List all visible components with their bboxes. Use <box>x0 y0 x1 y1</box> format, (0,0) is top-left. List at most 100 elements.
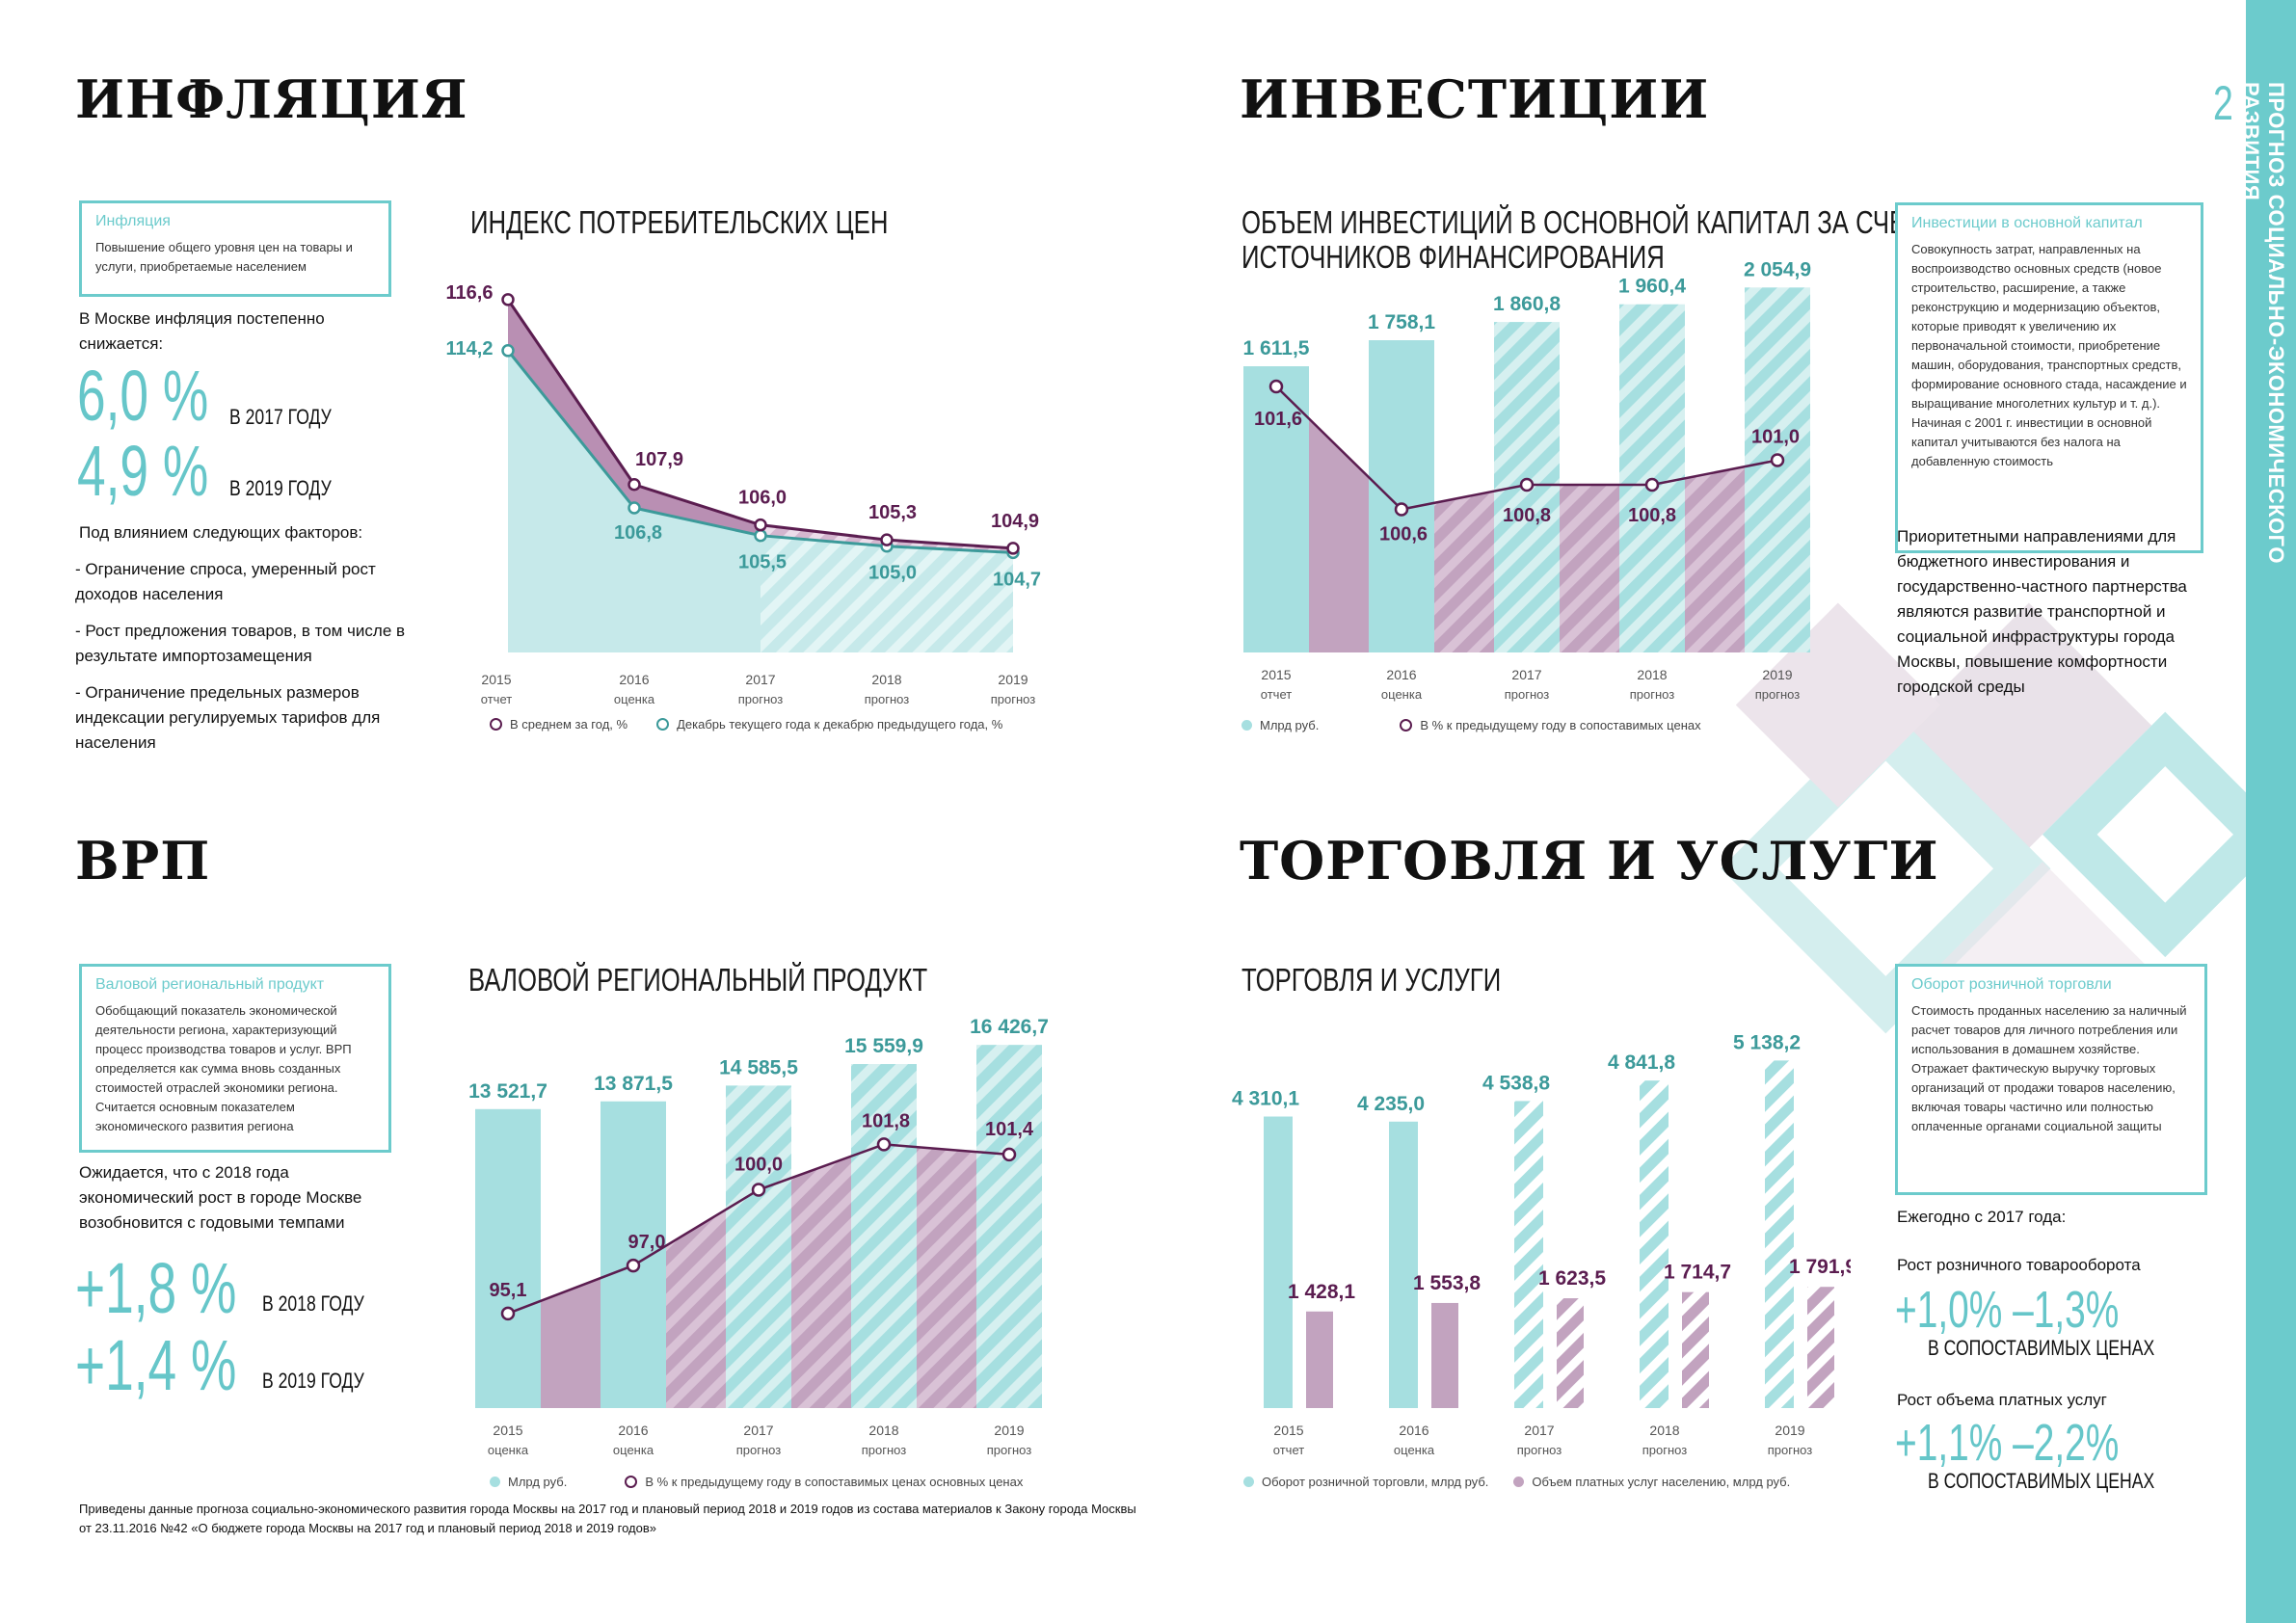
grp-line-label-2019: 101,4 <box>985 1119 1034 1140</box>
inflation-caption-2017: В 2017 ГОДУ <box>229 405 332 429</box>
trade-retail-value: +1,0% –1,3% <box>1895 1281 2120 1339</box>
inflation-value-2017: 6,0 % <box>77 356 209 436</box>
trade-tick-2016: 2016 <box>1399 1423 1428 1438</box>
trade-tick-2017: 2017 <box>1524 1423 1554 1438</box>
grp-tick-2018: 2018 <box>868 1423 898 1438</box>
invest-gap-fill-2 <box>1560 485 1619 652</box>
grp-definition-title: Валовой региональный продукт <box>95 976 325 993</box>
grp-line-label-2017: 100,0 <box>734 1155 783 1176</box>
cpi-tick-2017: 2017 <box>745 672 775 687</box>
grp-value-2019: +1,4 % <box>75 1325 237 1405</box>
trade-definition-title: Оборот розничной торговли <box>1911 976 2112 993</box>
trade-bar-services-2018 <box>1682 1291 1709 1408</box>
cpi-legend-marker-avg <box>490 718 502 731</box>
cpi-sublabel-2019: прогноз <box>991 692 1036 706</box>
cpi-chart-title: ИНДЕКС ПОТРЕБИТЕЛЬСКИХ ЦЕН <box>470 204 889 240</box>
grp-gap-fill-2 <box>791 1156 851 1408</box>
cpi-legend-label-avg: В среднем за год, % <box>510 717 628 732</box>
invest-legend-label-bars: Млрд руб. <box>1260 718 1320 732</box>
grp-tick-2017: 2017 <box>743 1423 773 1438</box>
investments-definition-title: Инвестиции в основной капитал <box>1911 215 2143 231</box>
cpi-point-avg-2019 <box>1006 542 1020 555</box>
cpi-label-dec-2016: 106,8 <box>614 522 662 544</box>
trade-retail-caption: В СОПОСТАВИМЫХ ЦЕНАХ <box>1928 1336 2155 1360</box>
cpi-point-avg-2015 <box>501 293 515 306</box>
invest-line-label-2016: 100,6 <box>1379 524 1428 545</box>
grp-point-2018 <box>876 1137 892 1152</box>
grp-legend-label-line: В % к предыдущему году в сопоставимых це… <box>645 1475 1024 1489</box>
invest-sublabel-2016: оценка <box>1381 687 1423 702</box>
grp-sublabel-2016: оценка <box>613 1443 654 1457</box>
invest-line-label-2015: 101,6 <box>1254 409 1302 430</box>
grp-bar-label-2018: 15 559,9 <box>844 1035 923 1057</box>
grp-legend-marker-line <box>625 1476 638 1488</box>
cpi-label-avg-2016: 107,9 <box>635 449 683 470</box>
grp-gap-fill-1 <box>666 1210 726 1408</box>
grp-tick-2015: 2015 <box>493 1423 522 1438</box>
trade-label-retail-2017: 4 538,8 <box>1482 1072 1550 1094</box>
grp-line-label-2016: 97,0 <box>628 1232 666 1253</box>
sidebar-title: ПРОГНОЗ СОЦИАЛЬНО-ЭКОНОМИЧЕСКОГО РАЗВИТИ… <box>2239 82 2288 564</box>
trade-bar-retail-2015 <box>1264 1116 1293 1408</box>
trade-services-caption: В СОПОСТАВИМЫХ ЦЕНАХ <box>1928 1469 2155 1493</box>
invest-bar-label-2015: 1 611,5 <box>1243 337 1310 359</box>
grp-point-2016 <box>626 1258 641 1273</box>
invest-tick-2015: 2015 <box>1261 667 1291 682</box>
cpi-point-dec-2016 <box>627 501 641 515</box>
trade-bar-services-2019 <box>1807 1287 1834 1408</box>
grp-intro: Ожидается, что с 2018 года экономический… <box>79 1163 362 1232</box>
cpi-point-avg-2018 <box>880 533 894 546</box>
investments-definition-box: Инвестиции в основной капитал Совокупнос… <box>1895 202 2203 553</box>
invest-bar-2016 <box>1369 340 1434 652</box>
trade-sublabel-2017: прогноз <box>1517 1443 1562 1457</box>
trade-legend-marker-services <box>1513 1477 1525 1487</box>
trade-chart-title: ТОРГОВЛЯ И УСЛУГИ <box>1241 962 1502 998</box>
trade-legend-label-retail: Оборот розничной торговли, млрд руб. <box>1262 1475 1489 1489</box>
grp-bar-label-2016: 13 871,5 <box>594 1073 673 1095</box>
invest-tick-2019: 2019 <box>1762 667 1792 682</box>
trade-services-label: Рост объема платных услуг <box>1897 1391 2107 1409</box>
cpi-legend-marker-dec <box>656 718 670 731</box>
cpi-tick-2019: 2019 <box>998 672 1028 687</box>
grp-legend: Млрд руб. В % к предыдущему году в сопос… <box>490 1475 1023 1489</box>
grp-caption-2019: В 2019 ГОДУ <box>262 1369 364 1393</box>
trade-bar-retail-2018 <box>1640 1080 1669 1408</box>
trade-bar-retail-2019 <box>1765 1060 1794 1408</box>
cpi-sublabel-2016: оценка <box>614 692 655 706</box>
invest-sublabel-2018: прогноз <box>1630 687 1675 702</box>
grp-bar-label-2015: 13 521,7 <box>468 1080 547 1103</box>
trade-services-value: +1,1% –2,2% <box>1895 1414 2120 1472</box>
cpi-legend: В среднем за год, % Декабрь текущего год… <box>490 717 1002 732</box>
cpi-label-avg-2015: 116,6 <box>446 282 494 304</box>
cpi-point-avg-2017 <box>754 518 767 532</box>
trade-legend-marker-retail <box>1243 1477 1254 1487</box>
invest-point-2018 <box>1644 477 1660 492</box>
trade-sublabel-2018: прогноз <box>1642 1443 1688 1457</box>
cpi-label-dec-2015: 114,2 <box>446 338 494 359</box>
cpi-label-avg-2018: 105,3 <box>868 502 917 523</box>
trade-bar-retail-2016 <box>1389 1121 1418 1408</box>
grp-definition-box: Валовой региональный продукт Обобщающий … <box>79 964 391 1153</box>
cpi-tick-2016: 2016 <box>619 672 649 687</box>
grp-bar-2018 <box>851 1064 917 1408</box>
trade-heading: ТОРГОВЛЯ И УСЛУГИ <box>1240 830 1939 891</box>
inflation-definition-text: Повышение общего уровня цен на товары и … <box>95 240 353 274</box>
grp-bar-2016 <box>601 1101 666 1408</box>
trade-legend: Оборот розничной торговли, млрд руб. Объ… <box>1243 1475 1790 1489</box>
grp-point-2019 <box>1001 1147 1017 1162</box>
invest-line-label-2018: 100,8 <box>1628 505 1676 526</box>
cpi-area-solid <box>508 350 761 652</box>
grp-value-2018: +1,8 % <box>75 1248 237 1328</box>
trade-tick-2015: 2015 <box>1273 1423 1303 1438</box>
inflation-factor-1: - Ограничение спроса, умеренный рост дох… <box>75 560 376 603</box>
grp-line-label-2018: 101,8 <box>862 1110 910 1131</box>
trade-retail-label: Рост розничного товарооборота <box>1897 1256 2141 1274</box>
trade-sublabel-2019: прогноз <box>1768 1443 1813 1457</box>
grp-legend-label-bars: Млрд руб. <box>508 1475 568 1489</box>
cpi-label-avg-2019: 104,9 <box>991 511 1039 532</box>
invest-chart: 1 611,5 1 758,1 1 860,8 1 960,4 2 054,9 101,6… <box>1243 258 1811 702</box>
trade-sublabel-2015: отчет <box>1273 1443 1304 1457</box>
grp-sublabel-2015: оценка <box>488 1443 529 1457</box>
grp-line-label-2015: 95,1 <box>490 1280 527 1301</box>
cpi-point-dec-2017 <box>754 528 767 543</box>
